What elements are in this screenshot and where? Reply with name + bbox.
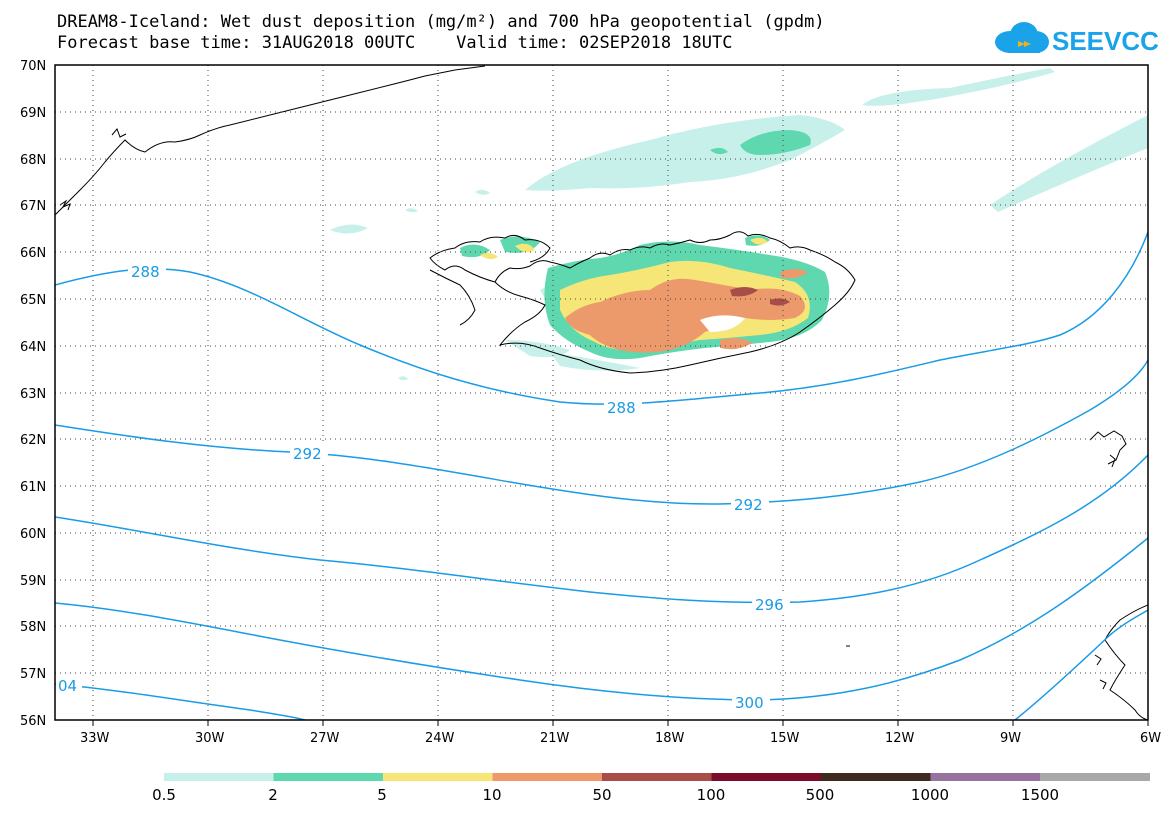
lat-label: 66N	[20, 246, 46, 261]
lat-label: 64N	[20, 340, 46, 355]
legend-swatch	[602, 773, 712, 781]
forecast-time-subtitle: Forecast base time: 31AUG2018 00UTC Vali…	[57, 33, 733, 53]
legend-label: 50	[592, 786, 612, 804]
contour-label: 288	[131, 263, 160, 281]
legend-label: 2	[268, 786, 278, 804]
contour-label: 292	[734, 496, 763, 514]
iceland-coast	[494, 231, 856, 374]
scotland-coast	[1104, 604, 1148, 720]
legend-swatch	[492, 773, 603, 781]
latitude-labels: 70N 69N 68N 67N 66N 65N 64N 63N 62N 61N …	[20, 59, 46, 729]
lon-label: 18W	[655, 731, 685, 746]
lat-lon-grid	[55, 65, 1148, 720]
lat-label: 69N	[20, 106, 46, 121]
dust-gap	[700, 315, 745, 332]
contour-304	[55, 683, 306, 720]
lat-label: 56N	[20, 714, 46, 729]
lon-label: 33W	[80, 731, 110, 746]
legend-colorbar	[164, 773, 1150, 781]
lon-label: 12W	[885, 731, 915, 746]
lat-label: 70N	[20, 59, 46, 74]
lat-label: 68N	[20, 153, 46, 168]
lat-label: 63N	[20, 387, 46, 402]
cloud-logo-icon	[995, 22, 1049, 53]
tick-marks	[92, 720, 1149, 726]
legend-label: 5	[377, 786, 387, 804]
lon-label: 9W	[1000, 731, 1021, 746]
lat-label: 61N	[20, 480, 46, 495]
legend-label: 1000	[910, 786, 950, 804]
legend-swatch	[164, 773, 274, 781]
logo-text: SEEVCCC	[1052, 26, 1160, 56]
lat-label: 58N	[20, 620, 46, 635]
legend-swatch	[930, 773, 1041, 781]
legend-label: 10	[482, 786, 502, 804]
lat-label: 65N	[20, 293, 46, 308]
dust-shading-10-50	[565, 269, 808, 353]
lon-label: 24W	[425, 731, 455, 746]
legend-swatch	[273, 773, 384, 781]
contour-300	[55, 537, 1148, 701]
lat-label: 67N	[20, 199, 46, 214]
legend-swatch	[383, 773, 493, 781]
legend-label: 500	[805, 786, 835, 804]
lat-label: 57N	[20, 667, 46, 682]
contour-label: 300	[735, 694, 764, 712]
lon-label: 21W	[540, 731, 570, 746]
lon-label: 30W	[195, 731, 225, 746]
contour-label: 288	[607, 399, 636, 417]
lat-label: 59N	[20, 574, 46, 589]
contour-296	[55, 454, 1148, 604]
dust-shading-50-100	[730, 287, 790, 306]
lat-label: 60N	[20, 527, 46, 542]
legend-label: 0.5	[152, 786, 176, 804]
lat-label: 62N	[20, 433, 46, 448]
map-frame	[54, 64, 1149, 721]
legend-swatch	[711, 773, 822, 781]
coastlines	[55, 65, 1148, 720]
contour-label-partial: 04	[58, 677, 77, 695]
legend-swatch	[821, 773, 931, 781]
legend-label: 100	[696, 786, 726, 804]
lon-label: 6W	[1140, 731, 1161, 746]
geopotential-contours	[55, 231, 1148, 720]
greenland-coast	[55, 65, 486, 216]
contour-label: 296	[755, 596, 784, 614]
legend-swatch	[1040, 773, 1150, 781]
legend-label: 1500	[1020, 786, 1060, 804]
lon-label: 27W	[310, 731, 340, 746]
faroe-coast	[1089, 430, 1127, 465]
seevccc-logo: SEEVCCC	[995, 22, 1160, 56]
longitude-labels: 33W 30W 27W 24W 21W 18W 15W 12W 9W 6W	[80, 731, 1161, 746]
contour-label: 292	[293, 445, 322, 463]
map-title: DREAM8-Iceland: Wet dust deposition (mg/…	[57, 12, 825, 32]
contour-292	[55, 359, 1148, 505]
contour-300-east	[1014, 609, 1148, 720]
lon-label: 15W	[770, 731, 800, 746]
